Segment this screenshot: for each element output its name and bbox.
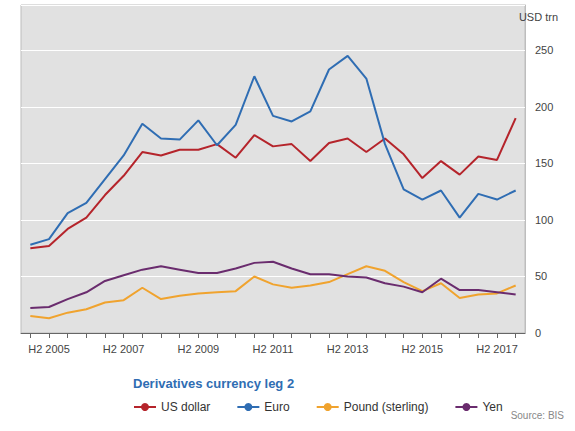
- svg-text:H2 2015: H2 2015: [402, 343, 444, 355]
- svg-text:H2 2011: H2 2011: [253, 343, 294, 355]
- svg-text:US dollar: US dollar: [161, 400, 210, 414]
- svg-text:Derivatives currency leg 2: Derivatives currency leg 2: [133, 376, 294, 391]
- svg-text:250: 250: [535, 44, 553, 56]
- svg-text:USD trn: USD trn: [519, 11, 558, 23]
- svg-text:H2 2009: H2 2009: [178, 343, 220, 355]
- svg-text:200: 200: [535, 101, 553, 113]
- svg-text:H2 2013: H2 2013: [327, 343, 369, 355]
- svg-text:Pound (sterling): Pound (sterling): [344, 400, 429, 414]
- svg-text:H2 2005: H2 2005: [28, 343, 70, 355]
- svg-text:50: 50: [535, 270, 547, 282]
- svg-text:Euro: Euro: [264, 400, 290, 414]
- svg-text:H2 2007: H2 2007: [103, 343, 145, 355]
- svg-text:0: 0: [535, 327, 541, 339]
- svg-text:100: 100: [535, 214, 553, 226]
- svg-text:Source: BIS: Source: BIS: [511, 410, 565, 421]
- svg-text:150: 150: [535, 157, 553, 169]
- svg-text:Yen: Yen: [482, 400, 502, 414]
- svg-text:H2 2017: H2 2017: [476, 343, 518, 355]
